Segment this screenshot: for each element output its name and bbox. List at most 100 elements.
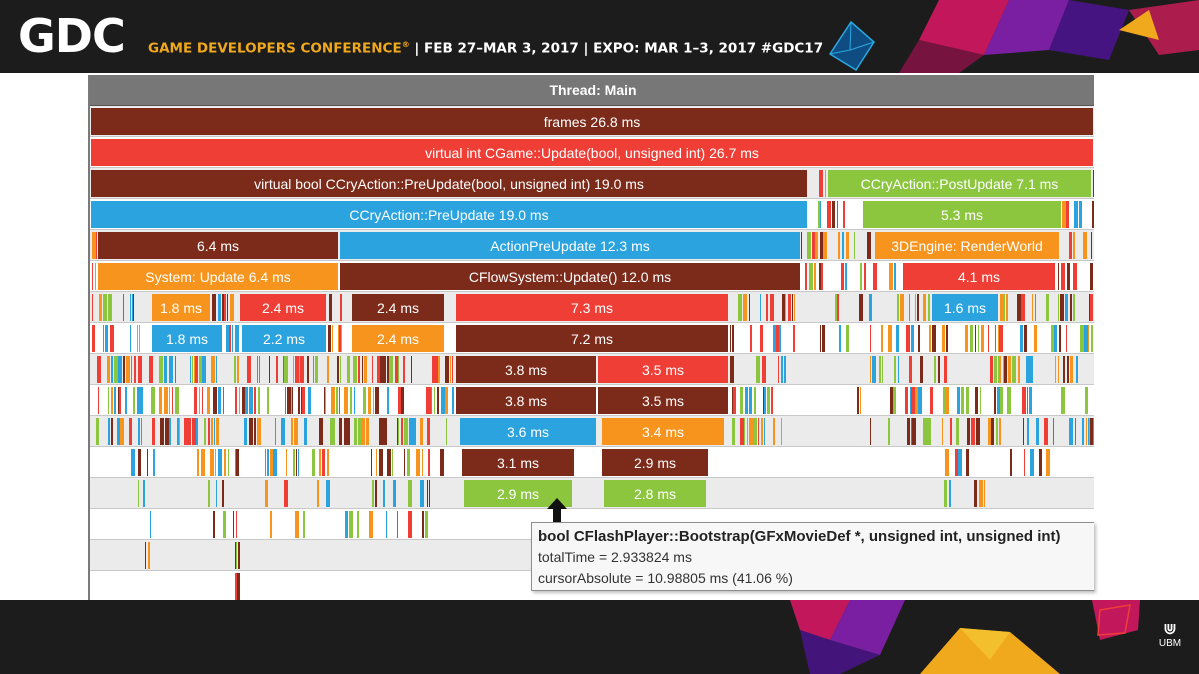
call-stripe[interactable] [1034,325,1037,352]
call-stripe[interactable] [267,387,269,414]
call-stripe[interactable] [778,356,779,383]
call-stripe[interactable] [213,511,215,538]
call-stripe[interactable] [792,294,793,321]
call-stripe[interactable] [389,356,393,383]
call-stripe[interactable] [222,294,224,321]
call-stripe[interactable] [114,387,116,414]
call-stripe[interactable] [218,387,221,414]
call-stripe[interactable] [882,356,883,383]
call-stripe[interactable] [910,387,911,414]
call-stripe[interactable] [814,263,815,290]
call-stripe[interactable] [923,418,927,445]
call-stripe[interactable] [909,356,912,383]
call-stripe[interactable] [138,449,141,476]
call-stripe[interactable] [749,294,750,321]
call-stripe[interactable] [184,418,188,445]
call-stripe[interactable] [846,325,849,352]
call-stripe[interactable] [201,449,205,476]
call-stripe[interactable] [259,356,260,383]
timing-block-2-9ms[interactable]: 2.9 ms [464,480,572,507]
call-stripe[interactable] [767,387,770,414]
call-stripe[interactable] [1008,356,1011,383]
call-stripe[interactable] [368,387,371,414]
call-stripe[interactable] [99,294,102,321]
call-stripe[interactable] [854,232,855,259]
call-stripe[interactable] [362,356,363,383]
call-stripe[interactable] [1029,356,1033,383]
call-stripe[interactable] [224,294,226,321]
call-stripe[interactable] [129,418,132,445]
call-stripe[interactable] [147,449,148,476]
call-stripe[interactable] [979,480,983,507]
call-stripe[interactable] [1080,325,1084,352]
call-stripe[interactable] [820,232,823,259]
call-stripe[interactable] [428,449,430,476]
call-stripe[interactable] [213,387,217,414]
call-stripe[interactable] [131,449,135,476]
call-stripe[interactable] [235,449,236,476]
call-stripe[interactable] [138,418,140,445]
call-stripe[interactable] [900,294,904,321]
call-stripe[interactable] [958,449,962,476]
call-stripe[interactable] [235,542,236,569]
call-stripe[interactable] [377,356,380,383]
call-stripe[interactable] [1070,356,1073,383]
call-stripe[interactable] [159,387,162,414]
call-stripe[interactable] [801,232,802,259]
call-stripe[interactable] [857,387,859,414]
call-stripe[interactable] [976,418,980,445]
call-stripe[interactable] [234,356,236,383]
call-stripe[interactable] [981,325,984,352]
call-stripe[interactable] [894,356,896,383]
call-stripe[interactable] [408,480,412,507]
call-stripe[interactable] [364,356,367,383]
call-stripe[interactable] [208,480,210,507]
call-stripe[interactable] [159,356,163,383]
call-stripe[interactable] [361,418,365,445]
call-stripe[interactable] [230,294,234,321]
call-stripe[interactable] [141,418,142,445]
timing-block-1-8ms[interactable]: 1.8 ms [152,294,210,321]
call-stripe[interactable] [807,232,811,259]
call-stripe[interactable] [120,418,124,445]
call-stripe[interactable] [270,511,272,538]
call-stripe[interactable] [961,387,964,414]
call-stripe[interactable] [957,387,960,414]
call-stripe[interactable] [907,418,910,445]
call-stripe[interactable] [401,387,404,414]
call-stripe[interactable] [437,387,439,414]
call-stripe[interactable] [730,356,734,383]
call-stripe[interactable] [450,356,451,383]
timing-block-5-3ms[interactable]: 5.3 ms [863,201,1061,228]
call-stripe[interactable] [283,356,284,383]
call-stripe[interactable] [336,387,337,414]
call-stripe[interactable] [284,480,288,507]
call-stripe[interactable] [760,294,761,321]
call-stripe[interactable] [138,480,139,507]
call-stripe[interactable] [870,418,871,445]
call-stripe[interactable] [331,387,335,414]
call-stripe[interactable] [1046,294,1049,321]
call-stripe[interactable] [912,418,916,445]
call-stripe[interactable] [401,418,403,445]
call-stripe[interactable] [966,387,969,414]
call-stripe[interactable] [337,387,338,414]
call-stripe[interactable] [254,418,256,445]
call-stripe[interactable] [131,356,132,383]
call-stripe[interactable] [300,356,304,383]
call-stripe[interactable] [281,418,285,445]
call-stripe[interactable] [1051,325,1054,352]
call-stripe[interactable] [233,511,234,538]
timing-block-frames[interactable]: frames 26.8 ms [91,108,1093,135]
call-stripe[interactable] [236,542,237,569]
call-stripe[interactable] [749,387,752,414]
call-stripe[interactable] [427,418,430,445]
call-stripe[interactable] [393,480,396,507]
call-stripe[interactable] [249,387,253,414]
call-stripe[interactable] [383,356,386,383]
call-stripe[interactable] [126,356,130,383]
call-stripe[interactable] [222,480,224,507]
call-stripe[interactable] [354,418,357,445]
call-stripe[interactable] [330,418,331,445]
call-stripe[interactable] [846,232,849,259]
